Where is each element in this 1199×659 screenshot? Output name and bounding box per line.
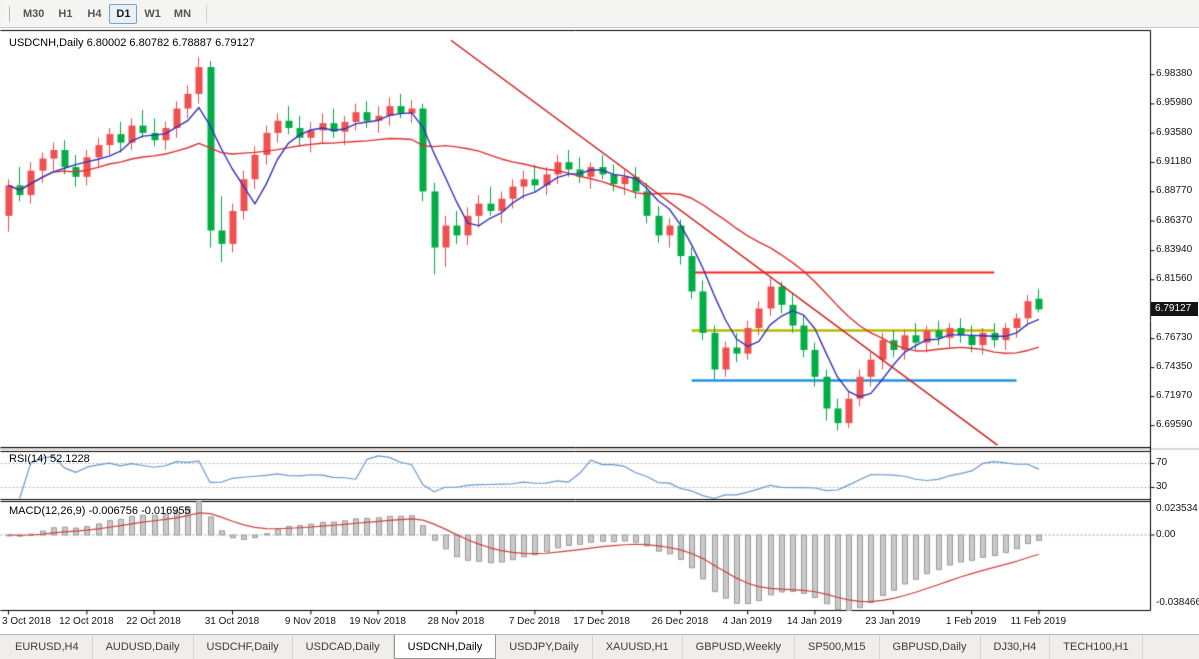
price-axis-label: 6.81560 <box>1156 273 1193 285</box>
price-axis-label: 6.83940 <box>1156 244 1193 256</box>
macd-indicator-label: MACD(12,26,9) -0.006756 -0.016955 <box>9 505 191 517</box>
price-axis-label: 6.76730 <box>1156 332 1193 344</box>
macd-axis-label: -0.038466 <box>1156 597 1199 608</box>
price-axis-label: 6.74350 <box>1156 361 1193 373</box>
symbol-tab-audusd-daily[interactable]: AUDUSD,Daily <box>93 635 194 659</box>
date-axis-label: 31 Oct 2018 <box>204 616 260 627</box>
timeframe-button-d1[interactable]: D1 <box>109 3 138 24</box>
chart-title: USDCNH,Daily 6.80002 6.80782 6.78887 6.7… <box>9 37 255 49</box>
macd-axis-label: 0.023534 <box>1156 503 1198 514</box>
date-axis-label: 28 Nov 2018 <box>427 616 485 627</box>
toolbar-grip-icon <box>6 5 10 22</box>
date-axis-label: 3 Oct 2018 <box>2 616 51 627</box>
symbol-tab-usdjpy-daily[interactable]: USDJPY,Daily <box>496 635 593 659</box>
date-axis-label: 22 Oct 2018 <box>126 616 181 627</box>
date-axis-label: 1 Feb 2019 <box>945 616 997 627</box>
symbol-tab-gbpusd-daily[interactable]: GBPUSD,Daily <box>880 635 981 659</box>
symbol-tabs-bar: EURUSD,H4 AUDUSD,Daily USDCHF,Daily USDCAD,… <box>0 634 1199 659</box>
price-axis-label: 6.93580 <box>1156 126 1193 138</box>
macd-axis-label: 0.00 <box>1156 528 1176 540</box>
price-chart-canvas[interactable] <box>0 28 1199 634</box>
timeframe-toolbar: M30 H1 H4 D1 W1 MN <box>0 0 1199 28</box>
price-axis-label: 6.86370 <box>1156 214 1193 226</box>
date-axis-label: 17 Dec 2018 <box>573 616 630 627</box>
date-axis-label: 19 Nov 2018 <box>349 616 406 627</box>
date-axis-label: 26 Dec 2018 <box>651 616 709 627</box>
date-axis-label: 23 Jan 2019 <box>865 616 921 627</box>
symbol-tab-sp500-m15[interactable]: SP500,M15 <box>795 635 880 659</box>
date-axis-label: 7 Dec 2018 <box>508 616 560 627</box>
date-axis-label: 11 Feb 2019 <box>1010 616 1067 627</box>
rsi-axis-label: 70 <box>1156 457 1168 468</box>
date-axis-label: 4 Jan 2019 <box>722 616 772 627</box>
rsi-indicator-label: RSI(14) 52.1228 <box>9 453 90 465</box>
timeframe-button-m30[interactable]: M30 <box>23 7 45 20</box>
timeframe-button-mn[interactable]: MN <box>173 7 192 20</box>
price-axis-label: 6.98380 <box>1156 68 1193 80</box>
date-axis-label: 12 Oct 2018 <box>59 616 114 627</box>
symbol-tab-xauusd-h1[interactable]: XAUUSD,H1 <box>593 635 683 659</box>
timeframe-button-h1[interactable]: H1 <box>58 7 73 20</box>
timeframe-button-h4[interactable]: H4 <box>87 7 102 20</box>
symbol-tab-gbpusd-weekly[interactable]: GBPUSD,Weekly <box>683 635 796 659</box>
price-axis-label: 6.71970 <box>1156 390 1193 402</box>
symbol-tab-usdchf-daily[interactable]: USDCHF,Daily <box>194 635 293 659</box>
toolbar-separator <box>206 4 208 23</box>
timeframe-buttons: M30 H1 H4 D1 W1 MN <box>17 3 198 24</box>
date-axis-label: 14 Jan 2019 <box>786 616 842 627</box>
symbol-tab-usdcad-daily[interactable]: USDCAD,Daily <box>293 635 394 659</box>
symbol-tab-dj30-h4[interactable]: DJ30,H4 <box>981 635 1051 659</box>
symbol-tab-tech100-h1[interactable]: TECH100,H1 <box>1050 635 1143 659</box>
rsi-axis-label: 30 <box>1156 481 1168 492</box>
price-axis-label: 6.88770 <box>1156 185 1193 197</box>
symbol-tab-eurusd-h4[interactable]: EURUSD,H4 <box>2 635 93 659</box>
date-axis-label: 9 Nov 2018 <box>284 616 336 627</box>
chart-window: USDCNH,Daily 6.80002 6.80782 6.78887 6.7… <box>0 28 1199 634</box>
price-axis-label: 6.69590 <box>1156 419 1193 431</box>
price-axis-label: 6.91180 <box>1156 155 1192 167</box>
current-price-badge: 6.79127 <box>1151 301 1198 316</box>
price-axis-label: 6.95980 <box>1156 97 1193 109</box>
timeframe-button-w1[interactable]: W1 <box>144 7 161 20</box>
symbol-tab-usdcnh-daily[interactable]: USDCNH,Daily <box>393 635 497 659</box>
